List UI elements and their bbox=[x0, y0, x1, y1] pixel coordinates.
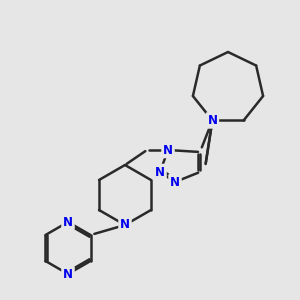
Text: N: N bbox=[63, 215, 73, 229]
Text: N: N bbox=[207, 114, 218, 127]
Text: N: N bbox=[155, 166, 165, 178]
Text: N: N bbox=[63, 268, 73, 281]
Text: N: N bbox=[120, 218, 130, 232]
Text: N: N bbox=[163, 143, 173, 157]
Text: N: N bbox=[170, 176, 180, 188]
